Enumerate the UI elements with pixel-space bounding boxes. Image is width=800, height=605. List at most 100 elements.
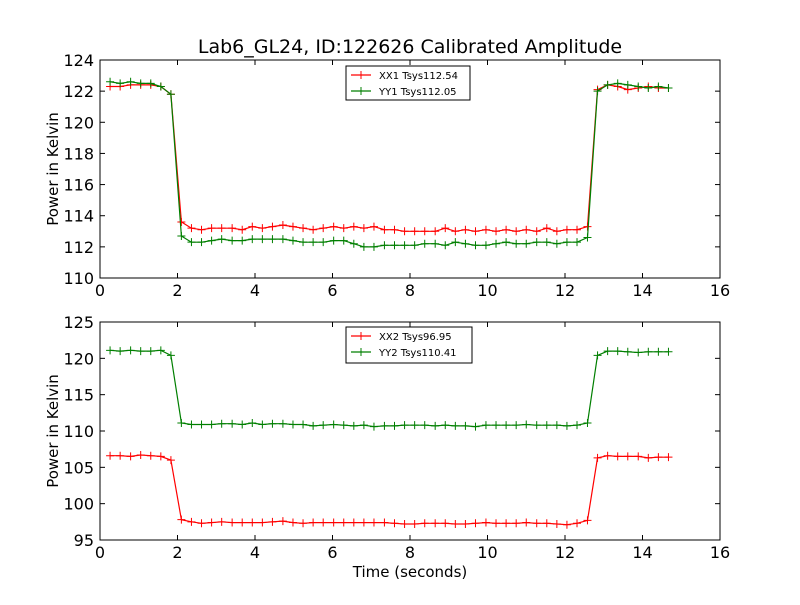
y-tick-label: 115 [63, 386, 94, 405]
data-point [492, 227, 501, 236]
data-point [461, 421, 470, 430]
x-tick-label: 16 [710, 543, 730, 562]
data-point [359, 421, 368, 430]
data-point [197, 225, 206, 234]
data-point [126, 452, 135, 461]
data-point [136, 450, 145, 459]
data-point [390, 519, 399, 528]
data-point [492, 519, 501, 528]
data-point [552, 520, 561, 529]
data-point [349, 239, 358, 248]
data-point [339, 224, 348, 233]
x-tick-label: 10 [477, 543, 497, 562]
data-point [177, 217, 186, 226]
data-point [644, 453, 653, 462]
data-point [573, 238, 582, 247]
data-point [248, 235, 257, 244]
data-point [461, 520, 470, 529]
legend-label: YY2 Tsys110.41 [378, 348, 457, 359]
data-point [369, 518, 378, 527]
data-point [187, 420, 196, 429]
y-tick-label: 116 [63, 176, 94, 195]
data-point [126, 346, 135, 355]
data-point [573, 519, 582, 528]
data-point [562, 421, 571, 430]
data-point [156, 82, 165, 91]
data-point [654, 347, 663, 356]
data-point [319, 238, 328, 247]
data-point [238, 420, 247, 429]
data-point [654, 453, 663, 462]
data-point [593, 351, 602, 360]
data-point [309, 225, 318, 234]
data-point [583, 233, 592, 242]
data-point [532, 519, 541, 528]
data-point [664, 453, 673, 462]
data-point [603, 451, 612, 460]
data-point [349, 518, 358, 527]
data-point [349, 222, 358, 231]
data-point [278, 517, 287, 526]
data-point [400, 421, 409, 430]
data-point [319, 421, 328, 430]
data-point [217, 235, 226, 244]
data-point [380, 241, 389, 250]
data-point [573, 421, 582, 430]
data-point [634, 452, 643, 461]
legend-label: XX1 Tsys112.54 [379, 71, 458, 82]
data-point [390, 421, 399, 430]
x-tick-label: 6 [327, 281, 337, 300]
data-point [268, 517, 277, 526]
data-point [390, 225, 399, 234]
y-tick-label: 124 [63, 51, 94, 70]
data-point [502, 238, 511, 247]
data-point [156, 346, 165, 355]
data-point [197, 519, 206, 528]
data-point [400, 520, 409, 529]
data-point [562, 238, 571, 247]
x-tick-label: 14 [632, 281, 652, 300]
data-point [634, 82, 643, 91]
data-point [116, 347, 125, 356]
data-point [522, 518, 531, 527]
data-point [217, 419, 226, 428]
data-point [664, 84, 673, 93]
data-point [542, 238, 551, 247]
y-tick-label: 125 [63, 313, 94, 332]
data-point [166, 90, 175, 99]
data-point [431, 227, 440, 236]
data-point [593, 453, 602, 462]
x-tick-label: 4 [250, 543, 260, 562]
data-point [481, 518, 490, 527]
y-tick-label: 122 [63, 82, 94, 101]
data-point [177, 419, 186, 428]
data-point [552, 227, 561, 236]
data-point [268, 235, 277, 244]
data-point [166, 351, 175, 360]
data-point [573, 225, 582, 234]
legend-marker [357, 332, 365, 340]
data-point [288, 236, 297, 245]
data-point [116, 79, 125, 88]
data-point [451, 227, 460, 236]
data-point [278, 235, 287, 244]
data-point [471, 422, 480, 431]
data-point [522, 225, 531, 234]
data-point [410, 241, 419, 250]
data-point [502, 519, 511, 528]
data-point [268, 419, 277, 428]
data-point [166, 456, 175, 465]
data-point [228, 518, 237, 527]
data-point [644, 84, 653, 93]
data-point [441, 519, 450, 528]
data-point [471, 227, 480, 236]
data-point [471, 241, 480, 250]
y-tick-label: 110 [63, 269, 94, 288]
data-point [623, 347, 632, 356]
data-point [217, 224, 226, 233]
x-tick-label: 0 [95, 543, 105, 562]
y-tick-label: 114 [63, 207, 94, 226]
data-point [532, 421, 541, 430]
data-point [187, 517, 196, 526]
